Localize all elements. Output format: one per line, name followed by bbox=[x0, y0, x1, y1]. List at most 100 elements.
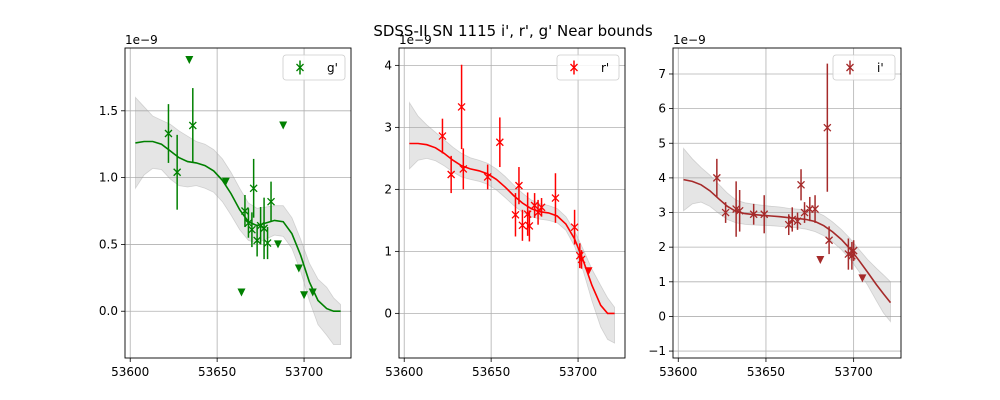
upper-limit-marker bbox=[221, 177, 230, 186]
x-tick-label: 53700 bbox=[285, 365, 323, 379]
data-point bbox=[823, 63, 832, 192]
x-marker-stroke bbox=[537, 203, 546, 212]
x-marker-stroke bbox=[253, 236, 262, 245]
data-point bbox=[240, 194, 249, 228]
data-point bbox=[551, 173, 560, 223]
upper-limit-marker bbox=[858, 274, 867, 283]
data-point bbox=[788, 207, 797, 232]
x-tick-label: 53650 bbox=[472, 365, 510, 379]
exponent-label: 1e−9 bbox=[399, 33, 432, 47]
data-point bbox=[267, 181, 275, 222]
data-point bbox=[495, 117, 504, 168]
data-point bbox=[518, 209, 527, 241]
model-curve bbox=[135, 140, 341, 313]
x-marker-stroke bbox=[793, 217, 802, 226]
data-point bbox=[188, 88, 197, 163]
x-marker-stroke bbox=[260, 224, 269, 233]
x-marker-stroke bbox=[530, 201, 539, 210]
exponent-label: 1e−9 bbox=[673, 33, 706, 47]
x-marker-stroke bbox=[797, 180, 805, 189]
data-point bbox=[537, 198, 546, 217]
data-point bbox=[793, 212, 802, 230]
x-marker-stroke bbox=[788, 215, 797, 224]
x-marker-stroke bbox=[749, 210, 758, 219]
panel-i: 53600 53650 53700 −1 0 1 2 3 4 5 6 7 1e−9 i' bbox=[648, 33, 902, 379]
legend: g' bbox=[282, 54, 346, 81]
axes-frame bbox=[398, 47, 626, 359]
x-marker-stroke bbox=[173, 168, 182, 177]
data-point bbox=[263, 227, 272, 260]
y-tick-label: 1 bbox=[658, 275, 666, 289]
x-marker-stroke bbox=[823, 123, 832, 132]
x-marker-stroke bbox=[457, 102, 466, 111]
x-marker-stroke bbox=[483, 173, 492, 181]
legend-marker-stroke bbox=[846, 63, 854, 72]
upper-limit-marker bbox=[584, 267, 593, 276]
upper-limit-marker bbox=[273, 240, 282, 249]
x-marker-stroke bbox=[244, 219, 253, 228]
panel-r: 53600 53650 53700 0 1 2 3 4 1e−9 r' bbox=[384, 33, 626, 379]
x-marker-stroke bbox=[459, 164, 468, 173]
data-point bbox=[577, 250, 586, 269]
data-point bbox=[530, 193, 539, 218]
confidence-band bbox=[135, 96, 341, 345]
legend-box bbox=[832, 54, 896, 81]
x-marker-stroke bbox=[570, 223, 579, 232]
data-point bbox=[797, 169, 805, 201]
y-tick-label: 4 bbox=[384, 58, 392, 72]
upper-limit-marker bbox=[294, 264, 303, 273]
x-marker-stroke bbox=[164, 129, 173, 138]
y-tick-label: 6 bbox=[658, 102, 666, 116]
x-marker-stroke bbox=[825, 236, 834, 245]
data-point bbox=[784, 214, 793, 236]
y-tick-label: 0 bbox=[658, 309, 666, 323]
y-tick-label: 4 bbox=[658, 171, 666, 185]
confidence-band bbox=[409, 101, 615, 344]
y-tick-label: −1 bbox=[648, 344, 666, 358]
data-point bbox=[749, 203, 758, 225]
axes-frame bbox=[124, 47, 352, 359]
y-tick-label: 2 bbox=[658, 240, 666, 254]
x-marker-stroke bbox=[518, 221, 527, 230]
data-point bbox=[483, 164, 492, 190]
legend-marker-stroke bbox=[296, 63, 304, 72]
y-tick-label: 3 bbox=[658, 206, 666, 220]
legend-marker-stroke bbox=[570, 63, 578, 72]
data-point bbox=[459, 148, 468, 190]
model-curve bbox=[409, 142, 615, 315]
x-tick-label: 53650 bbox=[198, 365, 236, 379]
x-marker-stroke bbox=[514, 181, 523, 190]
x-marker-stroke bbox=[511, 210, 520, 219]
data-point bbox=[760, 195, 769, 234]
data-point bbox=[438, 118, 447, 154]
x-tick-label: 53700 bbox=[835, 365, 873, 379]
exponent-label: 1e−9 bbox=[125, 33, 158, 47]
x-marker-stroke bbox=[438, 132, 447, 140]
x-tick-label: 53700 bbox=[559, 365, 597, 379]
data-point bbox=[514, 167, 523, 205]
data-point bbox=[249, 158, 258, 218]
data-point bbox=[800, 202, 809, 223]
data-point bbox=[457, 64, 466, 150]
upper-limit-marker bbox=[816, 255, 825, 264]
data-point bbox=[260, 197, 269, 260]
x-marker-stroke bbox=[188, 121, 197, 130]
x-marker-stroke bbox=[534, 208, 543, 217]
axes-frame bbox=[672, 47, 902, 359]
x-tick-label: 53650 bbox=[747, 365, 785, 379]
y-tick-label: 1.5 bbox=[99, 104, 118, 118]
figure-title: SDSS-II SN 1115 i', r', g' Near bounds bbox=[373, 22, 653, 40]
data-point bbox=[825, 226, 834, 255]
data-point bbox=[849, 240, 858, 262]
y-tick-label: 1.0 bbox=[99, 171, 118, 185]
y-tick-label: 1 bbox=[384, 244, 392, 258]
y-tick-label: 0.0 bbox=[99, 304, 118, 318]
legend-label: r' bbox=[601, 61, 609, 75]
legend-label: i' bbox=[877, 61, 884, 75]
confidence-band bbox=[683, 147, 891, 323]
x-marker-stroke bbox=[551, 194, 560, 202]
data-point bbox=[712, 158, 721, 197]
x-marker-stroke bbox=[811, 205, 820, 214]
x-tick-label: 53600 bbox=[111, 365, 149, 379]
x-marker-stroke bbox=[525, 221, 534, 230]
